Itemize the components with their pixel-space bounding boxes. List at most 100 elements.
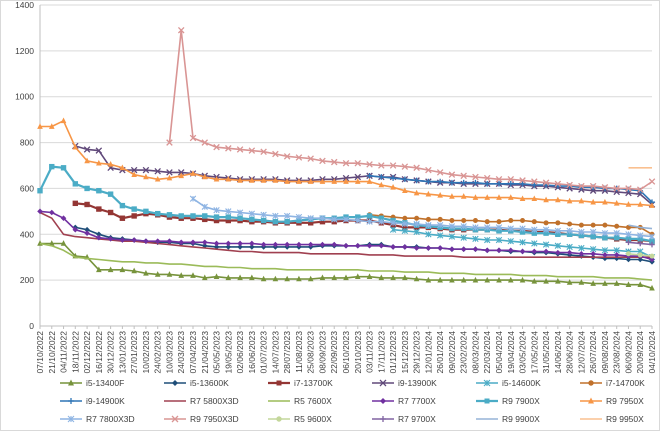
- data-point: [366, 242, 373, 249]
- data-point: [201, 139, 209, 146]
- legend-swatch-marker: [380, 398, 386, 404]
- data-point: [507, 225, 514, 232]
- data-point: [72, 200, 79, 207]
- data-point: [84, 185, 90, 192]
- y-tick-label: 600: [20, 183, 34, 193]
- data-point: [495, 224, 503, 231]
- data-point: [566, 279, 573, 285]
- data-point: [390, 183, 396, 190]
- legend: i5-13400F i5-13600K i7-13700K i9-13900K i5-1…: [60, 378, 645, 424]
- x-tick-label: 25/08/2023: [306, 331, 316, 374]
- data-point: [390, 175, 396, 181]
- data-point: [555, 231, 561, 237]
- data-point: [401, 220, 409, 228]
- data-point: [354, 273, 361, 280]
- data-point: [213, 214, 220, 220]
- data-point: [378, 181, 385, 188]
- data-point: [96, 266, 102, 273]
- data-point: [554, 227, 562, 235]
- data-point: [448, 233, 456, 240]
- data-point: [319, 215, 326, 222]
- data-point: [178, 213, 184, 219]
- legend-item: i9-13900K: [372, 378, 437, 388]
- y-tick-label: 400: [20, 229, 34, 239]
- data-point: [555, 277, 561, 284]
- data-point: [378, 162, 385, 169]
- data-point: [131, 237, 137, 243]
- legend-item: i5-13400F: [60, 378, 124, 388]
- data-point: [425, 166, 432, 174]
- data-point: [436, 232, 444, 239]
- data-point: [330, 158, 338, 166]
- data-point: [189, 195, 197, 202]
- data-point: [107, 161, 114, 167]
- data-point: [96, 234, 102, 241]
- legend-swatch-marker: [276, 380, 282, 386]
- data-point: [437, 178, 443, 185]
- data-point: [225, 214, 232, 220]
- data-point: [531, 178, 538, 185]
- data-point: [625, 231, 632, 238]
- data-point: [190, 272, 196, 278]
- data-point: [225, 175, 232, 182]
- data-point: [189, 134, 197, 142]
- data-point: [213, 244, 220, 250]
- data-point: [236, 209, 244, 216]
- x-tick-label: 09/02/2024: [447, 331, 457, 374]
- data-point: [613, 185, 620, 192]
- y-tick-label: 1200: [15, 46, 34, 56]
- data-point: [96, 206, 102, 212]
- x-tick-label: 22/09/2023: [329, 331, 339, 374]
- series-line: [168, 29, 653, 191]
- data-point: [166, 139, 173, 146]
- series-r9-9900x: [628, 224, 653, 230]
- data-point: [449, 276, 455, 283]
- data-point: [531, 195, 538, 202]
- data-point: [237, 274, 243, 281]
- data-point: [496, 219, 502, 225]
- data-point: [366, 173, 373, 179]
- data-point: [590, 222, 596, 228]
- data-point: [249, 216, 255, 223]
- legend-swatch-marker: [68, 398, 74, 404]
- data-point: [496, 194, 502, 200]
- legend-item: i7-14700K: [580, 378, 645, 388]
- x-tick-label: 18/11/2022: [70, 331, 80, 373]
- data-point: [272, 241, 279, 248]
- legend-swatch-marker: [68, 379, 74, 386]
- data-point: [307, 275, 314, 282]
- legend-item: i7-13700K: [268, 378, 333, 388]
- data-point: [649, 202, 655, 208]
- data-point: [260, 177, 267, 183]
- legend-item: R7 7800X3D: [60, 414, 135, 424]
- data-point: [507, 247, 514, 254]
- legend-item: R7 9700X: [372, 414, 436, 424]
- legend-label: R7 5800X3D: [190, 396, 239, 406]
- x-tick-label: 17/05/2024: [529, 331, 539, 374]
- series-line: [628, 224, 653, 230]
- x-tick-label: 27/01/2023: [129, 331, 139, 374]
- data-point: [389, 219, 397, 227]
- data-point: [60, 240, 67, 246]
- legend-label: R9 7950X3D: [190, 414, 239, 424]
- data-point: [625, 251, 631, 257]
- data-point: [307, 215, 314, 222]
- data-point: [484, 224, 491, 231]
- data-point: [402, 224, 408, 231]
- data-point: [177, 26, 185, 34]
- data-point: [213, 273, 220, 280]
- data-point: [542, 179, 550, 186]
- legend-item: R9 7950X: [580, 396, 644, 406]
- y-tick-label: 1000: [15, 92, 34, 102]
- data-point: [495, 175, 503, 183]
- data-point: [567, 221, 573, 227]
- x-tick-label: 09/08/2024: [600, 331, 610, 374]
- x-tick-label: 26/07/2024: [588, 331, 598, 374]
- x-tick-label: 16/06/2023: [247, 331, 257, 374]
- data-point: [460, 223, 467, 230]
- data-point: [37, 123, 43, 129]
- data-point: [237, 177, 243, 183]
- data-point: [96, 231, 102, 238]
- series-r7-7800x3d: [189, 195, 656, 240]
